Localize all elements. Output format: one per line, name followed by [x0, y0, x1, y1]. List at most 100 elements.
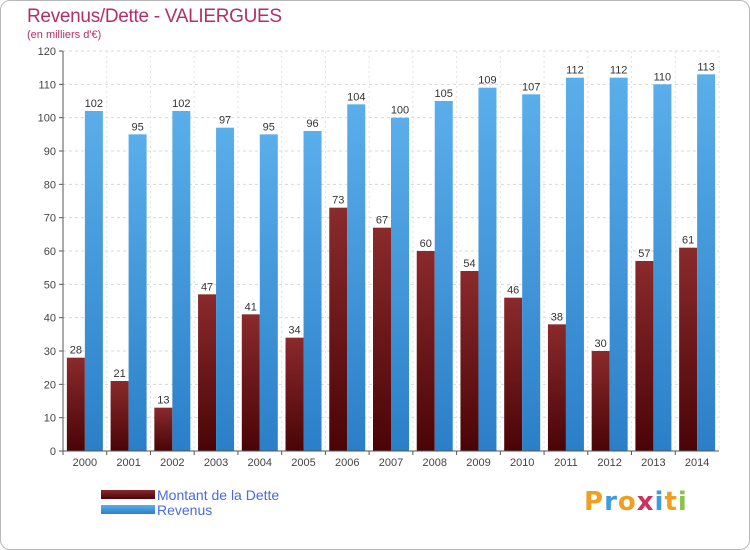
- data-label-revenus: 112: [610, 65, 628, 77]
- data-label-revenus: 105: [435, 88, 453, 100]
- data-label-revenus: 104: [347, 91, 365, 103]
- bar-dette: [373, 227, 391, 451]
- axes: 0 10 20 30 40 50 60 70 80 90 100 110 120 2000 2001 2002…: [38, 46, 719, 469]
- bar-revenus: [303, 131, 322, 451]
- data-label-dette: 30: [595, 338, 607, 350]
- y-tick-label: 50: [44, 279, 56, 291]
- bar-revenus: [84, 111, 103, 451]
- data-label-dette: 57: [638, 248, 650, 260]
- logo-letter: i: [677, 487, 688, 517]
- x-tick-label: 2014: [685, 457, 709, 469]
- y-tick-label: 40: [44, 313, 56, 325]
- data-label-dette: 41: [245, 301, 257, 313]
- data-label-revenus: 109: [478, 75, 496, 87]
- bars: [66, 74, 716, 452]
- bar-dette: [591, 351, 610, 451]
- logo-letter: i: [654, 487, 665, 517]
- bar-revenus: [478, 87, 497, 452]
- bar-dette: [416, 251, 435, 451]
- data-label-revenus: 102: [172, 98, 190, 110]
- logo-letter: x: [636, 487, 655, 517]
- bar-dette: [241, 314, 260, 451]
- bar-revenus: [565, 77, 584, 452]
- y-tick-label: 80: [44, 179, 56, 191]
- x-tick-label: 2005: [291, 457, 315, 469]
- x-tick-label: 2011: [554, 457, 578, 469]
- data-label-dette: 54: [463, 258, 475, 270]
- bar-dette: [110, 381, 129, 451]
- legend-swatch-revenus: [101, 505, 155, 514]
- data-label-revenus: 95: [131, 121, 143, 133]
- logo-letter: r: [604, 487, 618, 517]
- chart-subtitle: (en milliers d'€): [27, 29, 102, 41]
- proxiti-logo: Proxiti: [584, 487, 688, 517]
- y-tick-label: 20: [44, 379, 56, 391]
- bar-dette: [460, 271, 479, 451]
- data-label-revenus: 95: [263, 121, 275, 133]
- logo-letter: o: [617, 487, 637, 517]
- y-tick-label: 90: [44, 146, 56, 158]
- x-tick-label: 2010: [510, 457, 534, 469]
- y-tick-label: 100: [38, 113, 56, 125]
- logo-letter: P: [584, 487, 605, 517]
- data-label-dette: 46: [507, 285, 519, 297]
- bar-revenus: [259, 134, 278, 452]
- legend-item-dette: Montant de la Dette: [101, 486, 280, 503]
- data-label-dette: 47: [201, 281, 213, 293]
- bar-dette: [504, 297, 523, 451]
- data-label-revenus: 96: [306, 118, 318, 130]
- bar-dette: [547, 324, 566, 451]
- x-tick-label: 2004: [248, 457, 272, 469]
- x-tick-label: 2006: [335, 457, 359, 469]
- y-tick-label: 120: [38, 46, 56, 58]
- x-tick-label: 2002: [160, 457, 184, 469]
- x-tick-label: 2013: [641, 457, 665, 469]
- data-label-dette: 38: [551, 311, 563, 323]
- data-label-dette: 28: [70, 345, 82, 357]
- bar-dette: [198, 294, 217, 451]
- x-tick-label: 2003: [204, 457, 228, 469]
- y-tick-label: 60: [44, 246, 56, 258]
- data-label-dette: 34: [288, 325, 300, 337]
- data-label-revenus: 107: [522, 81, 540, 93]
- data-label-revenus: 102: [85, 98, 103, 110]
- bar-revenus: [697, 74, 716, 451]
- x-tick-label: 2009: [466, 457, 490, 469]
- data-label-revenus: 113: [697, 61, 715, 73]
- data-label-revenus: 97: [219, 115, 231, 127]
- bar-revenus: [609, 77, 628, 452]
- bar-dette: [329, 207, 348, 451]
- legend: Montant de la Dette Revenus: [101, 486, 280, 518]
- data-label-dette: 73: [332, 195, 344, 207]
- x-tick-label: 2007: [379, 457, 403, 469]
- bar-revenus: [172, 111, 191, 451]
- legend-label-dette: Montant de la Dette: [157, 486, 280, 503]
- bar-revenus: [128, 134, 147, 452]
- data-label-dette: 21: [113, 368, 125, 380]
- y-tick-label: 0: [50, 446, 56, 458]
- bar-revenus: [522, 94, 541, 451]
- data-label-dette: 13: [157, 395, 169, 407]
- y-tick-label: 30: [44, 346, 56, 358]
- bar-revenus: [347, 104, 366, 451]
- bar-dette: [66, 357, 85, 451]
- bar-dette: [635, 261, 654, 451]
- x-tick-label: 2000: [73, 457, 97, 469]
- data-label-dette: 67: [376, 215, 388, 227]
- bar-dette: [285, 337, 304, 451]
- data-labels: 28 102 21 95 13 102 47 97 41 95 34 96 73 104 67 100 60 10…: [70, 61, 715, 406]
- data-label-dette: 61: [682, 235, 694, 247]
- bar-dette: [154, 407, 173, 451]
- data-label-revenus: 112: [566, 65, 584, 77]
- bar-revenus: [391, 117, 409, 452]
- y-tick-label: 10: [44, 413, 56, 425]
- y-tick-label: 70: [44, 213, 56, 225]
- data-label-dette: 60: [420, 238, 432, 250]
- legend-label-revenus: Revenus: [157, 501, 213, 518]
- bar-revenus: [653, 84, 672, 451]
- bar-revenus: [216, 127, 235, 452]
- x-tick-label: 2012: [597, 457, 621, 469]
- bar-revenus: [434, 101, 453, 451]
